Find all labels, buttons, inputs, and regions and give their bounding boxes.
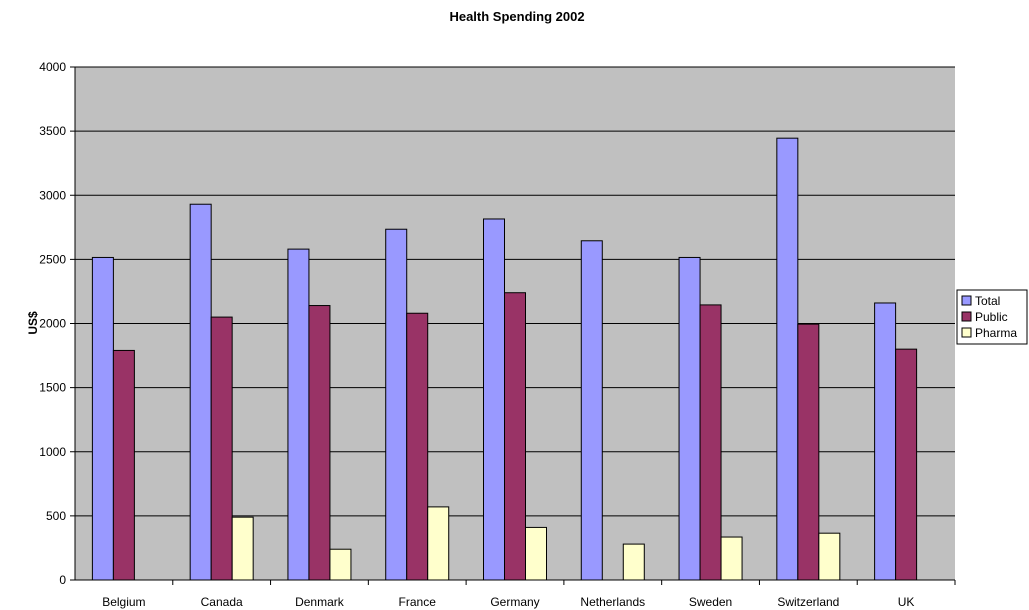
legend: Total Public Pharma [956,289,1028,345]
bar-total [678,256,701,581]
bar-public [210,316,233,581]
bar-public [895,348,918,581]
x-tick-label: Denmark [295,595,345,609]
bar-total [385,228,408,581]
bar-public [797,323,820,581]
bar-pharma [818,532,841,581]
y-tick-label: 1000 [39,445,66,459]
bar-total [91,256,114,581]
legend-swatch-total [961,295,972,306]
y-tick-label: 3500 [39,124,66,138]
bar-total [580,240,603,581]
x-tick-label: Netherlands [580,595,645,609]
bar-pharma [720,536,743,581]
y-tick-label: 3000 [39,188,66,202]
bar-public [504,292,526,581]
x-tick-label: UK [898,595,915,609]
y-tick-label: 0 [59,573,66,587]
legend-label-total: Total [975,294,1000,308]
y-tick-label: 4000 [39,60,66,74]
bar-pharma [329,548,352,581]
bar-total [483,218,505,581]
bar-pharma [427,506,450,581]
bar-public [308,305,331,581]
bar-pharma [622,543,645,581]
legend-swatch-public [961,311,972,322]
x-tick-label: Switzerland [777,595,839,609]
bar-pharma [231,516,254,581]
legend-swatch-pharma [961,327,972,338]
y-axis-label: US$ [26,311,40,335]
x-tick-label: Sweden [689,595,732,609]
bar-total [287,248,310,581]
bar-total [874,302,897,581]
x-tick-label: France [399,595,437,609]
legend-label-pharma: Pharma [975,326,1017,340]
y-tick-label: 500 [46,509,66,523]
x-tick-label: Canada [201,595,243,609]
bar-total [776,137,799,581]
bar-public [112,349,135,581]
legend-label-public: Public [975,310,1008,324]
chart-title: Health Spending 2002 [449,9,584,24]
bar-public [699,304,722,581]
x-tick-label: Belgium [102,595,145,609]
bar-public [406,312,429,581]
bar-pharma [525,526,547,581]
y-tick-label: 2000 [39,317,66,331]
x-tick-label: Germany [490,595,539,609]
bar-total [189,203,212,581]
y-tick-label: 2500 [39,252,66,266]
plot-area: 0 500 1000 1500 2000 2500 3000 3500 4000 Belgium C… [39,60,956,609]
y-tick-label: 1500 [39,381,66,395]
